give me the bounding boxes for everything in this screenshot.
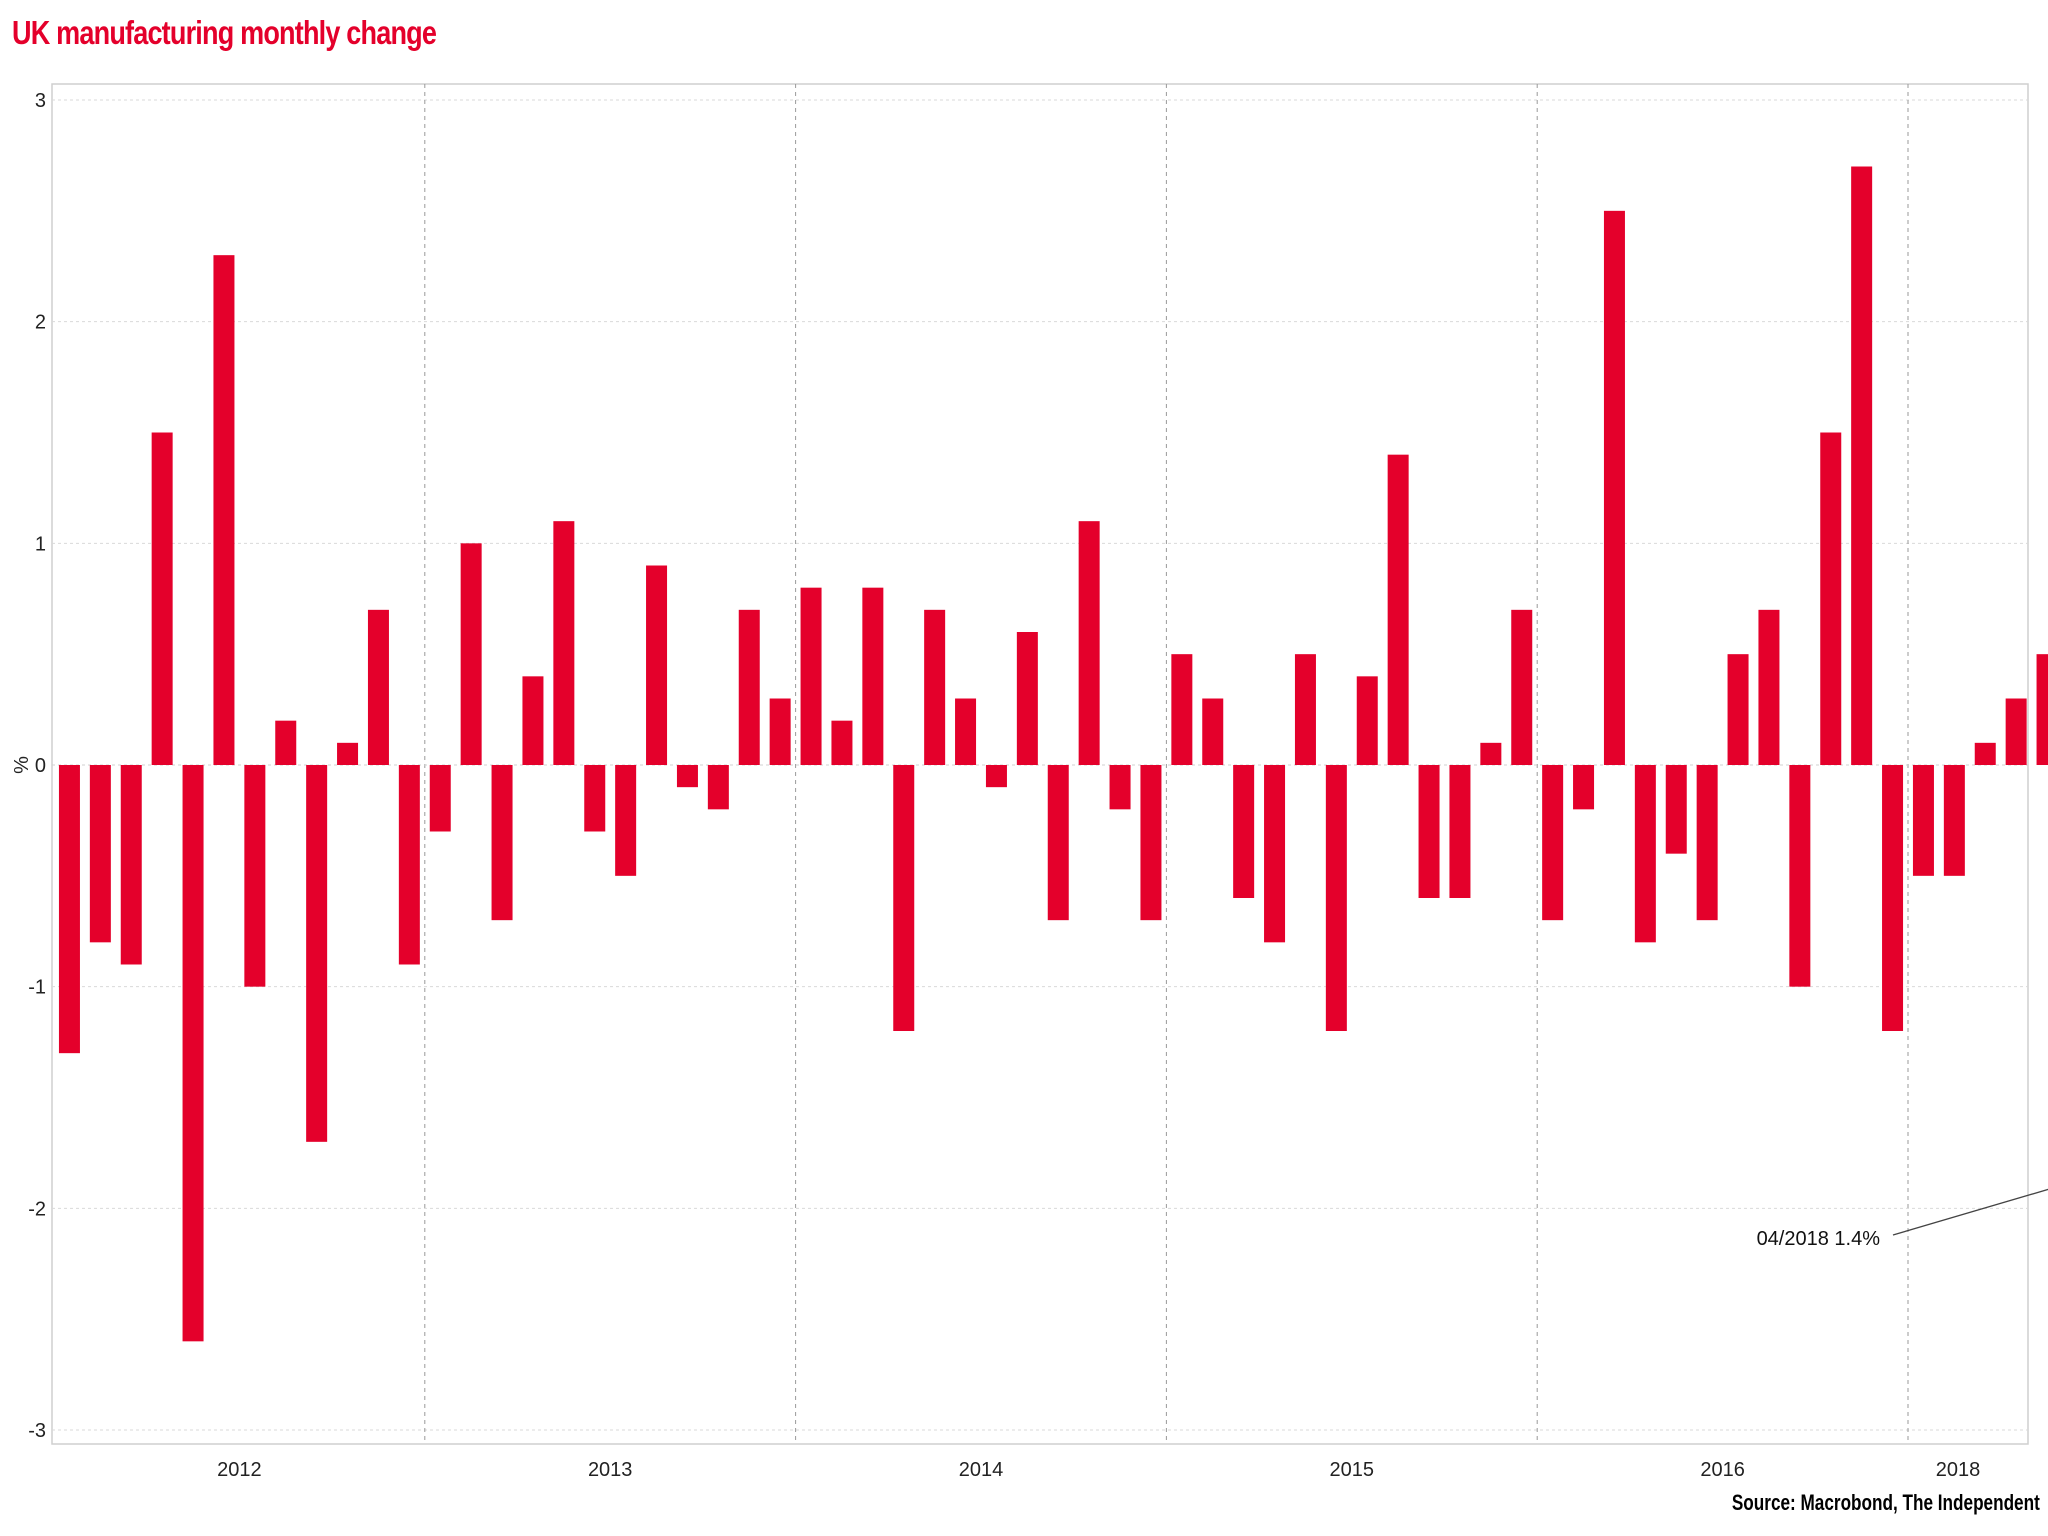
bar (1912, 765, 1934, 876)
bar (707, 765, 729, 810)
plot-frame (51, 83, 2029, 1445)
chart-title: UK manufacturing monthly change (12, 14, 437, 51)
annotation: 04/2018 1.4% (1757, 1188, 2048, 1250)
bar (1480, 742, 1502, 765)
bar (522, 676, 544, 765)
bar (1573, 765, 1595, 810)
bar (1696, 765, 1718, 921)
y-tick-label: 3 (35, 90, 46, 112)
bar (1603, 210, 1625, 766)
bar (831, 720, 853, 765)
x-tick-label: 2016 (1700, 1459, 1745, 1481)
bar (1634, 765, 1656, 943)
bar (58, 765, 80, 1054)
y-tick-label: 0 (35, 755, 46, 777)
bar (1078, 521, 1100, 765)
bar (429, 765, 451, 832)
bars (58, 166, 2048, 1342)
bar (584, 765, 606, 832)
bar (1758, 609, 1780, 765)
y-tick-label: 1 (35, 533, 46, 555)
bar (924, 609, 946, 765)
bar (213, 255, 235, 765)
y-tick-label: -1 (28, 977, 46, 999)
bar (1727, 654, 1749, 765)
bar (460, 543, 482, 765)
bar (1047, 765, 1069, 921)
bar (1325, 765, 1347, 1031)
bar (1294, 654, 1316, 765)
y-axis-label: % (11, 756, 33, 774)
bar (1851, 166, 1873, 765)
bar (491, 765, 513, 921)
bar (2036, 654, 2048, 765)
bar (1109, 765, 1131, 810)
annotation-label: 04/2018 1.4% (1757, 1228, 1881, 1250)
x-tick-label: 2015 (1330, 1459, 1375, 1481)
bar (1820, 432, 1842, 765)
x-tick-label: 2014 (959, 1459, 1004, 1481)
bar (1449, 765, 1471, 898)
x-tick-label: 2018 (1936, 1459, 1981, 1481)
bar (244, 765, 266, 987)
bar (1202, 698, 1224, 765)
y-tick-label: 2 (35, 312, 46, 334)
bar (553, 521, 575, 765)
bar (306, 765, 328, 1142)
bar (1542, 765, 1564, 921)
bar (1418, 765, 1440, 898)
bar (769, 698, 791, 765)
annotation-leader (1892, 1188, 2048, 1236)
bar (1943, 765, 1965, 876)
bar (862, 587, 884, 765)
bar (337, 742, 359, 765)
x-tick-label: 2013 (588, 1459, 633, 1481)
bar (1665, 765, 1687, 854)
bar (955, 698, 977, 765)
bar (89, 765, 111, 943)
chart-source: Source: Macrobond, The Independent (1732, 1490, 2040, 1515)
bar (1789, 765, 1811, 987)
bar (367, 609, 389, 765)
bar (615, 765, 637, 876)
bar (1882, 765, 1904, 1031)
bar (1264, 765, 1286, 943)
bar (985, 765, 1007, 788)
bar (800, 587, 822, 765)
bar (1140, 765, 1162, 921)
bar (646, 565, 668, 765)
y-tick-label: -2 (28, 1198, 46, 1220)
bar (1974, 742, 1996, 765)
bar (1016, 632, 1038, 765)
bar (1171, 654, 1193, 765)
bar (120, 765, 142, 965)
y-tick-label: -3 (28, 1420, 46, 1442)
bar (738, 609, 760, 765)
bar (1511, 609, 1533, 765)
bar (2005, 698, 2027, 765)
bar (151, 432, 173, 765)
bar (398, 765, 420, 965)
bar (182, 765, 204, 1342)
bar (893, 765, 915, 1031)
bar (1387, 454, 1409, 765)
x-tick-label: 2012 (217, 1459, 262, 1481)
bar (275, 720, 297, 765)
bar (1233, 765, 1255, 898)
bar (1356, 676, 1378, 765)
bar (676, 765, 698, 788)
